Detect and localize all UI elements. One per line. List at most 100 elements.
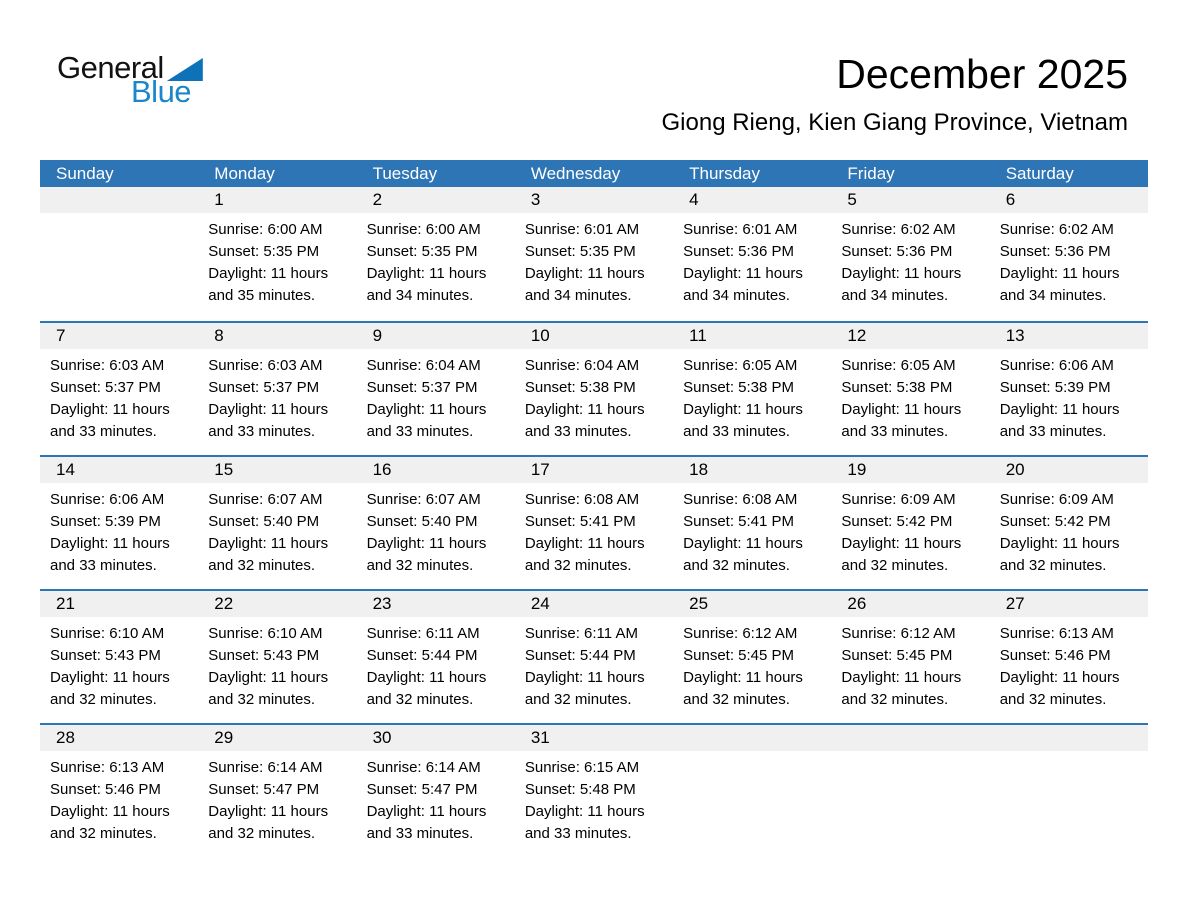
day-cell-11: 11 Sunrise: 6:05 AM Sunset: 5:38 PM Dayligh…: [673, 323, 832, 455]
day-number: 6: [989, 187, 1148, 213]
sunrise-text: Sunrise: 6:01 AM: [524, 221, 640, 238]
sunrise-text: Sunrise: 6:15 AM: [524, 759, 640, 776]
day-number: 27: [989, 591, 1148, 617]
daylight-hours-text: Daylight: 11 hours: [999, 669, 1120, 686]
day-number: 4: [673, 187, 832, 213]
day-cell-29: 29 Sunrise: 6:14 AM Sunset: 5:47 PM Dayligh…: [198, 725, 357, 857]
daylight-hours-text: Daylight: 11 hours: [208, 535, 329, 552]
day-number: 28: [40, 725, 199, 751]
sunset-text: Sunset: 5:37 PM: [50, 379, 161, 396]
day-cell-13: 13 Sunrise: 6:06 AM Sunset: 5:39 PM Dayligh…: [989, 323, 1148, 455]
day-cell-8: 8 Sunrise: 6:03 AM Sunset: 5:37 PM Daylight…: [198, 323, 357, 455]
daylight-hours-text: Daylight: 11 hours: [50, 401, 170, 418]
day-cell-9: 9 Sunrise: 6:04 AM Sunset: 5:37 PM Daylight…: [356, 323, 515, 455]
daylight-hours-text: Daylight: 11 hours: [524, 535, 645, 552]
daylight-minutes-text: and 34 minutes.: [366, 287, 474, 304]
day-cell-23: 23 Sunrise: 6:11 AM Sunset: 5:44 PM Dayligh…: [356, 591, 515, 723]
day-cell-10: 10 Sunrise: 6:04 AM Sunset: 5:38 PM Dayligh…: [514, 323, 674, 455]
logo-top-row: General: [57, 52, 203, 83]
day-cell-26: 26 Sunrise: 6:12 AM Sunset: 5:45 PM Dayligh…: [831, 591, 990, 723]
sunset-text: Sunset: 5:43 PM: [50, 647, 161, 664]
day-cell-5: 5 Sunrise: 6:02 AM Sunset: 5:36 PM Daylight…: [831, 187, 990, 321]
daylight-minutes-text: and 32 minutes.: [841, 691, 949, 708]
day-cell-16: 16 Sunrise: 6:07 AM Sunset: 5:40 PM Dayligh…: [356, 457, 515, 589]
day-cell-22: 22 Sunrise: 6:10 AM Sunset: 5:43 PM Dayligh…: [198, 591, 357, 723]
sunset-text: Sunset: 5:38 PM: [524, 379, 636, 396]
day-number: 8: [198, 323, 357, 349]
sunset-text: Sunset: 5:37 PM: [208, 379, 320, 396]
daylight-hours-text: Daylight: 11 hours: [208, 401, 329, 418]
daylight-minutes-text: and 32 minutes.: [683, 557, 790, 574]
daylight-hours-text: Daylight: 11 hours: [524, 803, 645, 820]
daylight-hours-text: Daylight: 11 hours: [999, 401, 1120, 418]
day-number: 2: [356, 187, 515, 213]
weekday-header-friday: Friday: [847, 163, 895, 183]
day-number: 12: [831, 323, 990, 349]
daylight-hours-text: Daylight: 11 hours: [683, 265, 803, 282]
day-cell-21: 21 Sunrise: 6:10 AM Sunset: 5:43 PM Dayligh…: [40, 591, 199, 723]
daylight-hours-text: Daylight: 11 hours: [366, 401, 487, 418]
sunrise-text: Sunrise: 6:03 AM: [50, 357, 165, 374]
sunrise-text: Sunrise: 6:07 AM: [366, 491, 481, 508]
daylight-hours-text: Daylight: 11 hours: [999, 535, 1120, 552]
daylight-minutes-text: and 32 minutes.: [50, 691, 157, 708]
sunset-text: Sunset: 5:39 PM: [50, 513, 161, 530]
daylight-hours-text: Daylight: 11 hours: [841, 535, 962, 552]
day-cell-27: 27 Sunrise: 6:13 AM Sunset: 5:46 PM Dayligh…: [989, 591, 1148, 723]
sunrise-text: Sunrise: 6:05 AM: [841, 357, 956, 374]
calendar-table: Sunday Monday Tuesday Wednesday Thursday…: [40, 160, 1148, 857]
day-cell-14: 14 Sunrise: 6:06 AM Sunset: 5:39 PM Dayligh…: [40, 457, 199, 589]
day-number: 15: [198, 457, 357, 483]
daylight-minutes-text: and 32 minutes.: [50, 825, 157, 842]
sunset-text: Sunset: 5:36 PM: [999, 243, 1111, 260]
day-number: 11: [673, 323, 832, 349]
sunset-text: Sunset: 5:43 PM: [208, 647, 320, 664]
day-number: 13: [989, 323, 1148, 349]
sunrise-text: Sunrise: 6:14 AM: [208, 759, 323, 776]
sunrise-text: Sunrise: 6:04 AM: [366, 357, 481, 374]
day-cell-7: 7 Sunrise: 6:03 AM Sunset: 5:37 PM Daylight…: [40, 323, 199, 455]
sunrise-text: Sunrise: 6:12 AM: [841, 625, 956, 642]
sunrise-text: Sunrise: 6:00 AM: [208, 221, 323, 238]
day-cell-18: 18 Sunrise: 6:08 AM Sunset: 5:41 PM Dayligh…: [673, 457, 832, 589]
weekday-header-saturday: Saturday: [1005, 163, 1074, 183]
daylight-minutes-text: and 32 minutes.: [999, 557, 1107, 574]
daylight-hours-text: Daylight: 11 hours: [208, 669, 329, 686]
daylight-hours-text: Daylight: 11 hours: [50, 535, 170, 552]
daylight-minutes-text: and 33 minutes.: [208, 423, 316, 440]
day-number: 10: [514, 323, 674, 349]
day-number: 7: [40, 323, 199, 349]
daylight-minutes-text: and 32 minutes.: [208, 557, 316, 574]
day-number: 17: [514, 457, 674, 483]
sunset-text: Sunset: 5:48 PM: [524, 781, 636, 798]
sunrise-text: Sunrise: 6:07 AM: [208, 491, 323, 508]
sunrise-text: Sunrise: 6:11 AM: [366, 625, 480, 642]
page-subtitle: Giong Rieng, Kien Giang Province, Vietna…: [661, 109, 1129, 137]
daylight-minutes-text: and 32 minutes.: [999, 691, 1107, 708]
daylight-hours-text: Daylight: 11 hours: [524, 669, 645, 686]
daylight-hours-text: Daylight: 11 hours: [50, 803, 170, 820]
sunset-text: Sunset: 5:41 PM: [683, 513, 795, 530]
week-row-3: 14 Sunrise: 6:06 AM Sunset: 5:39 PM Dayligh…: [40, 455, 1148, 589]
daylight-minutes-text: and 32 minutes.: [683, 691, 790, 708]
sunset-text: Sunset: 5:42 PM: [841, 513, 953, 530]
daylight-hours-text: Daylight: 11 hours: [683, 669, 803, 686]
sunset-text: Sunset: 5:40 PM: [366, 513, 478, 530]
sunrise-text: Sunrise: 6:08 AM: [524, 491, 640, 508]
sunset-text: Sunset: 5:44 PM: [366, 647, 478, 664]
general-blue-logo: General Blue: [57, 52, 203, 107]
daylight-minutes-text: and 34 minutes.: [524, 287, 632, 304]
day-number: 20: [989, 457, 1148, 483]
week-row-2: 7 Sunrise: 6:03 AM Sunset: 5:37 PM Daylight…: [40, 321, 1148, 455]
day-number: 26: [831, 591, 990, 617]
sunset-text: Sunset: 5:38 PM: [841, 379, 953, 396]
daylight-hours-text: Daylight: 11 hours: [208, 265, 329, 282]
sunrise-text: Sunrise: 6:11 AM: [524, 625, 638, 642]
day-number: 16: [356, 457, 515, 483]
title-block: December 2025 Giong Rieng, Kien Giang Pr…: [661, 51, 1149, 137]
sunrise-text: Sunrise: 6:04 AM: [524, 357, 640, 374]
daylight-minutes-text: and 33 minutes.: [524, 423, 632, 440]
day-number: 9: [356, 323, 515, 349]
sunrise-text: Sunrise: 6:14 AM: [366, 759, 481, 776]
day-cell-6: 6 Sunrise: 6:02 AM Sunset: 5:36 PM Daylight…: [989, 187, 1148, 321]
